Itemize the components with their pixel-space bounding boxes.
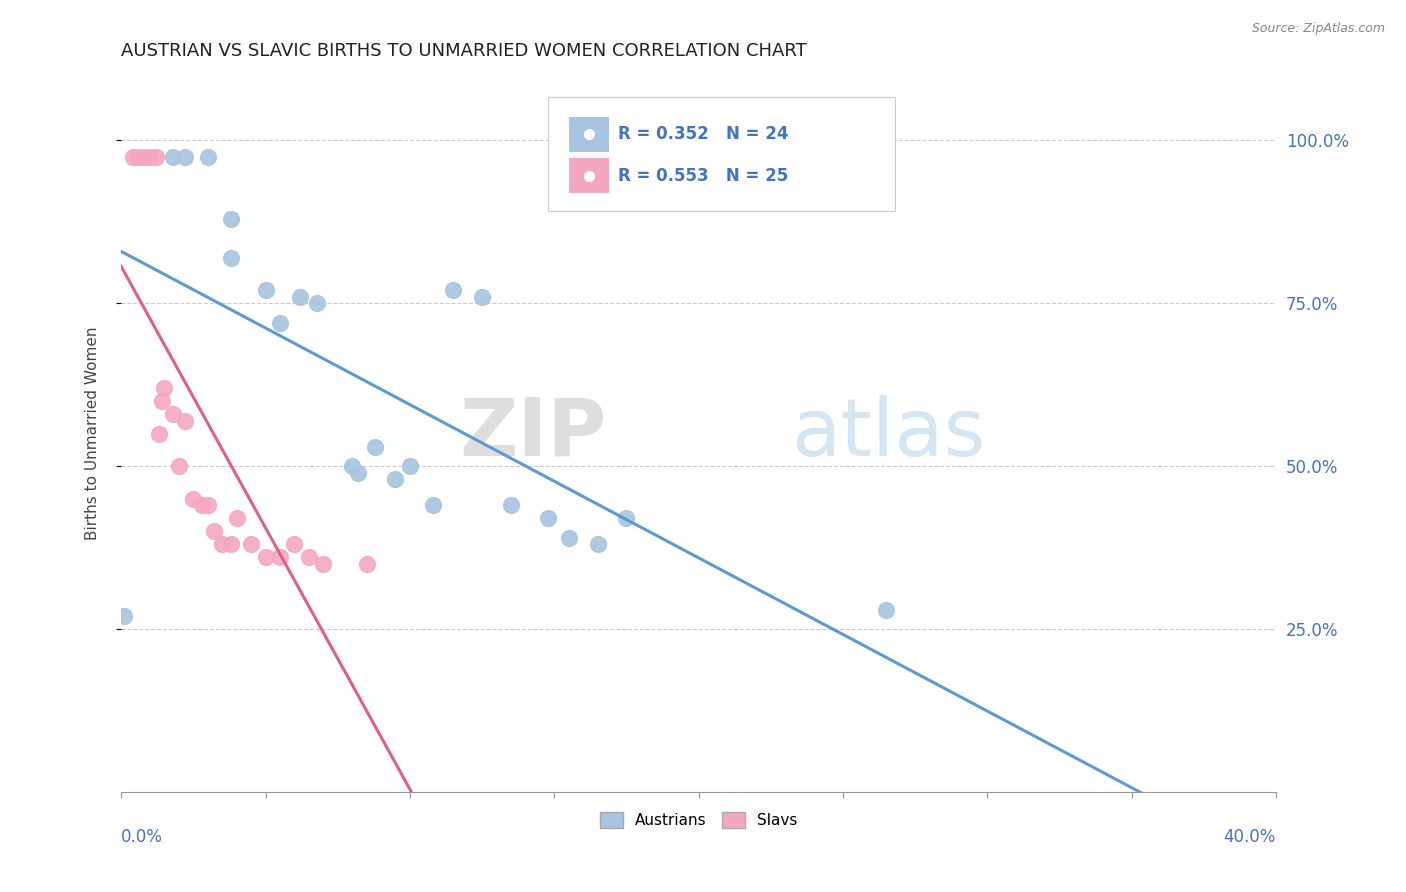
Text: 0.0%: 0.0% [121, 828, 163, 846]
Point [557, 531, 579, 545]
Point [197, 498, 219, 512]
Point [162, 150, 184, 164]
Point [340, 459, 363, 474]
FancyBboxPatch shape [569, 117, 609, 152]
Point [441, 283, 464, 297]
Text: R = 0.352   N = 24: R = 0.352 N = 24 [617, 125, 789, 143]
Text: AUSTRIAN VS SLAVIC BIRTHS TO UNMARRIED WOMEN CORRELATION CHART: AUSTRIAN VS SLAVIC BIRTHS TO UNMARRIED W… [121, 42, 807, 60]
Point [254, 283, 277, 297]
Point [112, 609, 135, 624]
Point [145, 150, 167, 164]
Point [283, 537, 305, 551]
Point [121, 150, 143, 164]
Point [875, 602, 897, 616]
Point [139, 150, 162, 164]
Point [153, 381, 176, 395]
Point [162, 407, 184, 421]
Point [225, 511, 247, 525]
Point [616, 511, 638, 525]
Point [288, 290, 311, 304]
Point [197, 150, 219, 164]
Text: 40.0%: 40.0% [1223, 828, 1277, 846]
FancyBboxPatch shape [569, 158, 609, 193]
Point [202, 524, 225, 539]
Point [173, 150, 195, 164]
Point [269, 316, 291, 330]
Point [254, 550, 277, 565]
Point [167, 459, 190, 474]
Point [150, 394, 173, 409]
Point [422, 498, 444, 512]
Point [307, 296, 329, 310]
Point [269, 550, 291, 565]
Text: atlas: atlas [792, 394, 986, 473]
Point [364, 440, 387, 454]
Point [134, 150, 156, 164]
Point [471, 290, 494, 304]
Point [240, 537, 263, 551]
Point [219, 537, 242, 551]
Point [586, 537, 609, 551]
Text: ZIP: ZIP [458, 394, 606, 473]
Point [219, 211, 242, 226]
Point [219, 251, 242, 265]
Text: R = 0.553   N = 25: R = 0.553 N = 25 [617, 167, 787, 185]
Point [384, 472, 406, 486]
Text: Source: ZipAtlas.com: Source: ZipAtlas.com [1251, 22, 1385, 36]
Point [499, 498, 522, 512]
Point [148, 426, 170, 441]
Point [347, 466, 370, 480]
Point [298, 550, 321, 565]
Point [356, 557, 378, 571]
Point [312, 557, 335, 571]
Point [211, 537, 233, 551]
Legend: Austrians, Slavs: Austrians, Slavs [593, 806, 803, 835]
Point [191, 498, 214, 512]
FancyBboxPatch shape [548, 96, 896, 211]
Point [399, 459, 422, 474]
Point [181, 491, 204, 506]
Point [173, 413, 195, 427]
Y-axis label: Births to Unmarried Women: Births to Unmarried Women [86, 326, 100, 541]
Point [127, 150, 149, 164]
Point [537, 511, 560, 525]
